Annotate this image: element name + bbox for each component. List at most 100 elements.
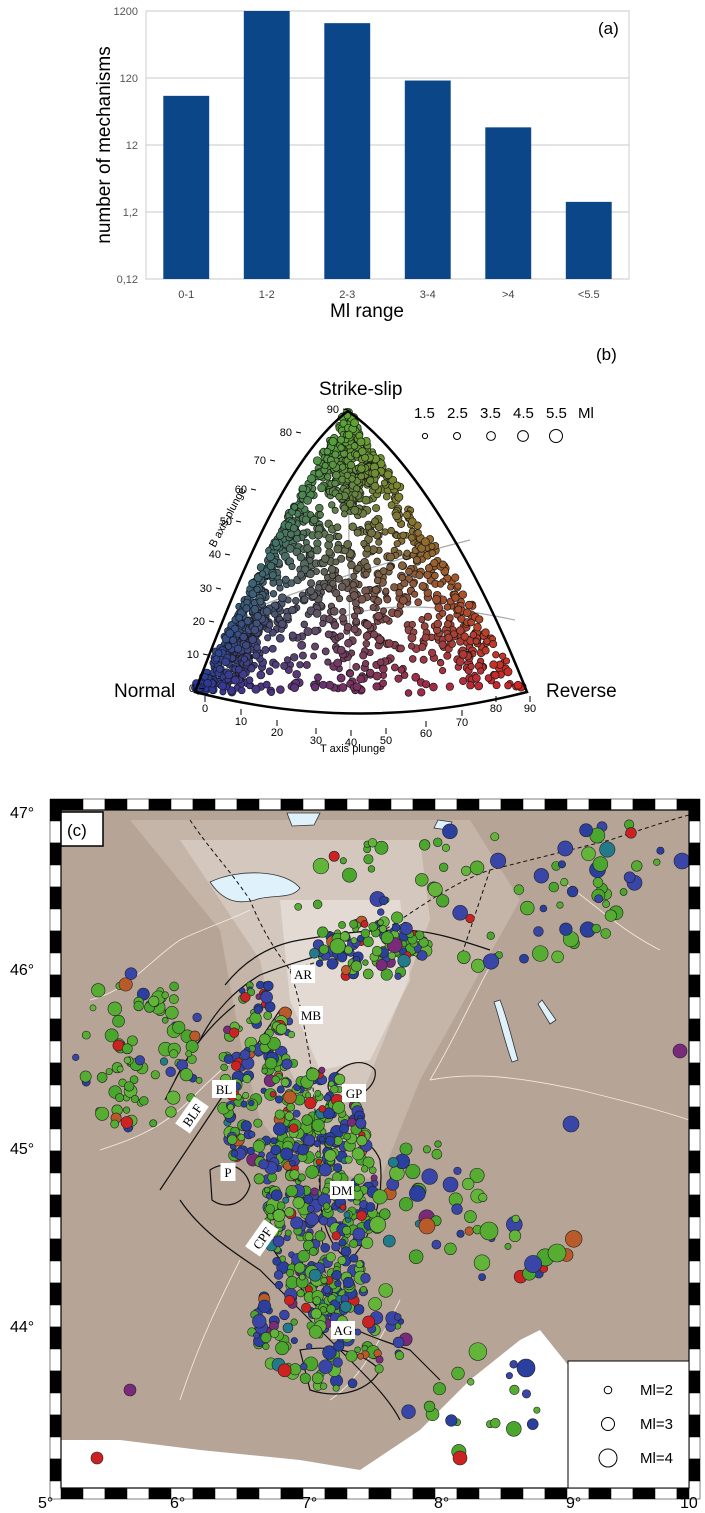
earthquake-epicenter	[248, 1099, 255, 1107]
earthquake-epicenter	[320, 1276, 328, 1285]
mechanism-point	[409, 579, 418, 588]
earthquake-epicenter	[79, 1070, 92, 1083]
frame-segment	[49, 1084, 62, 1108]
earthquake-epicenter	[465, 913, 475, 924]
mechanism-point	[280, 661, 289, 670]
mechanism-point	[298, 490, 307, 500]
earthquake-epicenter	[332, 1384, 340, 1392]
earthquake-epicenter	[252, 1314, 267, 1329]
earthquake-epicenter	[261, 1067, 268, 1075]
earthquake-epicenter	[240, 1100, 248, 1108]
earthquake-epicenter	[631, 860, 643, 872]
y-tick-label: 1,2	[123, 207, 138, 219]
frame-segment	[688, 1128, 701, 1152]
mechanism-point	[443, 651, 452, 660]
mechanism-point	[386, 552, 395, 562]
mechanism-point	[417, 543, 426, 553]
mechanism-point	[386, 563, 394, 571]
mechanism-point	[332, 471, 341, 480]
lon-tick-label: 6°	[170, 1495, 185, 1512]
earthquake-epicenter	[310, 1308, 322, 1320]
frame-segment	[368, 1487, 392, 1500]
earthquake-epicenter	[273, 1270, 284, 1280]
mechanism-point	[372, 504, 381, 513]
earthquake-epicenter	[276, 1085, 285, 1094]
mechanism-point	[357, 472, 366, 481]
mechanism-point	[229, 636, 238, 645]
mechanism-point	[289, 524, 298, 533]
frame-segment	[688, 996, 701, 1020]
mechanism-point	[352, 617, 360, 626]
mechanism-point	[424, 564, 433, 573]
size-legend-label: 4.5	[513, 405, 534, 422]
frame-segment	[688, 952, 701, 976]
mechanism-point	[385, 639, 394, 648]
earthquake-epicenter	[290, 1216, 304, 1230]
mechanism-point	[348, 522, 358, 531]
earthquake-epicenter	[344, 945, 353, 955]
earthquake-epicenter	[490, 832, 500, 842]
earthquake-epicenter	[490, 852, 507, 869]
earthquake-epicenter	[90, 1451, 104, 1465]
bar	[485, 127, 532, 279]
mechanism-point	[320, 568, 329, 576]
mechanism-point	[473, 622, 482, 632]
mechanism-point	[317, 483, 326, 493]
earthquake-epicenter	[338, 921, 346, 929]
earthquake-epicenter	[604, 909, 617, 922]
mechanism-point	[398, 573, 406, 582]
mechanism-point	[394, 492, 404, 502]
earthquake-epicenter	[325, 1135, 336, 1146]
mechanism-point	[428, 549, 437, 558]
earthquake-epicenter	[161, 1016, 169, 1024]
mechanism-point	[357, 464, 366, 473]
earthquake-epicenter	[148, 995, 160, 1007]
frame-segment	[82, 798, 106, 811]
frame-segment	[49, 1436, 62, 1460]
panel-c-label-box	[60, 811, 104, 847]
mechanism-point	[221, 657, 231, 667]
mechanism-point	[338, 683, 348, 692]
earthquake-epicenter	[377, 919, 384, 926]
mechanism-point	[367, 528, 376, 538]
mechanism-point	[366, 476, 375, 485]
mechanism-point	[331, 506, 339, 514]
frame-segment	[49, 1414, 62, 1438]
legend-circle	[603, 1385, 613, 1395]
earthquake-epicenter	[400, 922, 413, 935]
earthquake-epicenter	[479, 1221, 499, 1241]
mechanism-point	[336, 673, 346, 683]
mechanism-point	[271, 610, 279, 618]
mechanism-point	[370, 481, 380, 491]
mechanism-point	[248, 635, 258, 644]
earthquake-epicenter	[673, 852, 689, 870]
earthquake-epicenter	[347, 1117, 357, 1127]
earthquake-epicenter	[273, 1122, 287, 1136]
b-axis-tick	[342, 408, 349, 411]
mechanism-point	[420, 622, 429, 631]
earthquake-epicenter	[398, 1197, 414, 1212]
earthquake-epicenter	[318, 1163, 332, 1177]
earthquake-epicenter	[532, 945, 549, 962]
place-label-text: AG	[334, 1323, 353, 1338]
earthquake-epicenter	[397, 954, 411, 968]
mechanism-point	[245, 676, 254, 684]
place-label-text: DM	[332, 1183, 353, 1198]
mechanism-point	[328, 460, 337, 469]
mechanism-point	[393, 540, 401, 548]
earthquake-epicenter	[421, 1168, 438, 1185]
x-tick-label: 1-2	[259, 289, 275, 301]
mechanism-point	[333, 544, 343, 554]
mechanism-point	[312, 456, 322, 466]
frame-segment	[688, 1458, 701, 1482]
frame-segment	[688, 1326, 701, 1350]
earthquake-epicenter	[557, 840, 574, 857]
mechanism-point	[474, 681, 484, 691]
earthquake-epicenter	[342, 867, 357, 883]
earthquake-epicenter	[345, 1350, 358, 1363]
earthquake-epicenter	[253, 1331, 260, 1339]
mechanism-point	[328, 437, 338, 446]
mechanism-point	[408, 517, 417, 526]
mechanism-point	[504, 681, 512, 690]
y-tick-label: 0,12	[117, 274, 138, 286]
